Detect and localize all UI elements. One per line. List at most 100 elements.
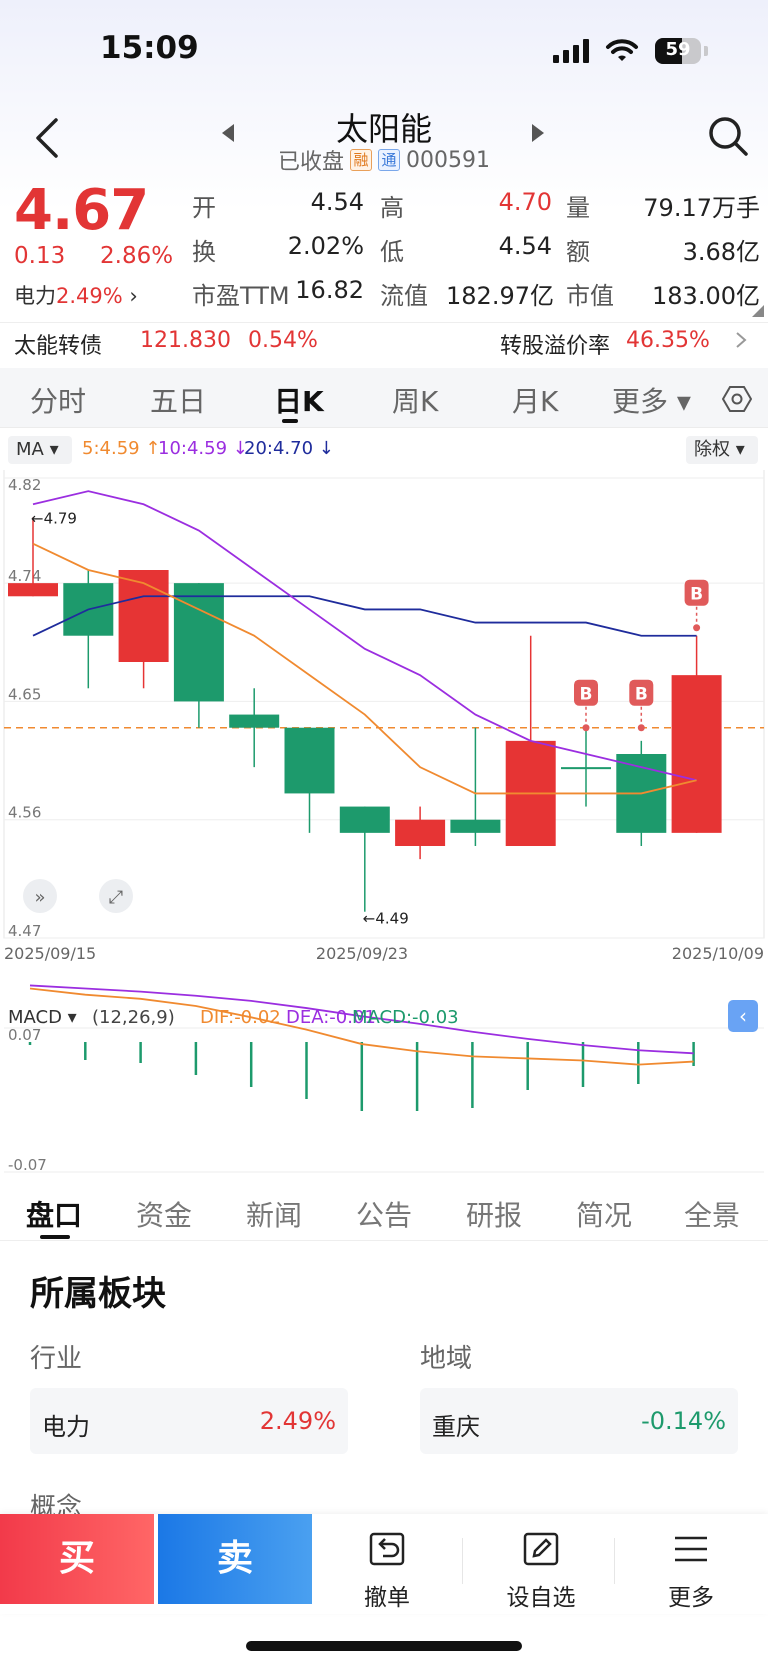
candle-body bbox=[229, 714, 280, 728]
ma5-value: 5:4.59 ↑ bbox=[82, 438, 161, 459]
region-change: -0.14% bbox=[641, 1407, 726, 1435]
x-tick-label: 2025/09/15 bbox=[4, 944, 96, 963]
more-button[interactable]: 更多 bbox=[636, 1530, 746, 1612]
candlestick-chart[interactable]: 4.82 4.74 4.65 4.56 4.47 ←4.79 ←4.49 B B B » ⤢ 2025/… bbox=[0, 470, 768, 1180]
buy-marker-dot bbox=[693, 624, 701, 632]
macd-selector[interactable]: MACD ▾ bbox=[8, 1007, 77, 1028]
volume-value: 79.17万手 bbox=[643, 194, 760, 222]
scroll-end-icon: » bbox=[34, 887, 45, 908]
menu-icon bbox=[675, 1536, 707, 1562]
candle-body bbox=[339, 806, 390, 833]
convertible-bond-row[interactable] bbox=[0, 322, 768, 364]
macd-y-tick: -0.07 bbox=[8, 1156, 47, 1174]
fullscreen-button bbox=[99, 879, 133, 913]
ma20-line bbox=[32, 595, 697, 637]
wifi-icon bbox=[606, 39, 638, 61]
dea-line bbox=[29, 984, 694, 1055]
y-tick-label: 4.82 bbox=[8, 476, 41, 494]
ma10-value: 10:4.59 ↓ bbox=[158, 438, 248, 459]
tab-more[interactable]: 更多 ▾ bbox=[612, 385, 691, 418]
cancel-order-button[interactable]: 撤单 bbox=[332, 1530, 442, 1612]
ma10-line bbox=[32, 490, 697, 782]
y-tick-label: 4.47 bbox=[8, 922, 41, 940]
tab-five-day[interactable]: 五日 bbox=[150, 385, 207, 418]
tab-overview[interactable]: 全景 bbox=[684, 1199, 741, 1232]
buy-marker-label: B bbox=[580, 685, 593, 705]
tab-intraday[interactable]: 分时 bbox=[30, 385, 87, 418]
high-label: 高 bbox=[380, 194, 404, 222]
sell-button[interactable]: 卖 bbox=[158, 1514, 312, 1604]
industry-heading: 行业 bbox=[30, 1344, 83, 1374]
float-cap-label: 流值 bbox=[380, 282, 428, 310]
adjust-selector[interactable]: 除权 ▾ bbox=[686, 436, 758, 464]
prev-stock-icon[interactable] bbox=[222, 124, 234, 142]
period-tabs bbox=[0, 368, 768, 428]
low-label: 低 bbox=[380, 238, 404, 266]
high-value: 4.70 bbox=[498, 188, 552, 216]
low-value: 4.54 bbox=[498, 232, 552, 260]
add-watchlist-label: 设自选 bbox=[506, 1585, 576, 1611]
market-status: 已收盘 bbox=[278, 150, 345, 175]
market-cap-label: 市值 bbox=[566, 282, 614, 310]
tab-monthly-k[interactable]: 月K bbox=[512, 385, 559, 418]
connect-tag: 通 bbox=[378, 149, 401, 171]
fullscreen-icon: ⤢ bbox=[109, 887, 124, 908]
buy-button[interactable]: 买 bbox=[0, 1514, 154, 1604]
tab-profile[interactable]: 简况 bbox=[576, 1199, 633, 1232]
collapse-panel-button[interactable]: ‹ bbox=[728, 1000, 758, 1032]
region-card[interactable] bbox=[420, 1388, 738, 1454]
candle-body bbox=[284, 727, 335, 794]
tab-announcements[interactable]: 公告 bbox=[356, 1199, 413, 1232]
cancel-order-label: 撤单 bbox=[364, 1585, 410, 1611]
chart-settings-icon[interactable] bbox=[722, 384, 752, 414]
tab-weekly-k[interactable]: 周K bbox=[392, 385, 439, 418]
tab-funds[interactable]: 资金 bbox=[136, 1199, 193, 1232]
low-marker: ←4.49 bbox=[363, 910, 409, 928]
turnover-value: 2.02% bbox=[287, 232, 364, 260]
macd-params: (12,26,9) bbox=[92, 1007, 175, 1028]
bond-name: 太能转债 bbox=[14, 334, 103, 359]
candle-body bbox=[395, 819, 446, 846]
last-price: 4.67 bbox=[14, 178, 149, 243]
more-label: 更多 bbox=[668, 1585, 714, 1611]
add-watchlist-button[interactable]: 设自选 bbox=[486, 1530, 596, 1612]
status-icons: 59 bbox=[553, 38, 708, 64]
back-icon[interactable] bbox=[28, 116, 68, 160]
tab-news[interactable]: 新闻 bbox=[246, 1199, 303, 1232]
tab-daily-k[interactable]: 日K bbox=[274, 385, 324, 418]
industry-change: 2.49% bbox=[259, 1407, 336, 1435]
y-tick-label: 4.56 bbox=[8, 804, 41, 822]
section-title: 所属板块 bbox=[30, 1274, 166, 1314]
edit-icon bbox=[523, 1532, 559, 1566]
tab-research[interactable]: 研报 bbox=[466, 1199, 523, 1232]
next-stock-icon[interactable] bbox=[532, 124, 544, 142]
amount-value: 3.68亿 bbox=[682, 238, 760, 266]
tab-order-book[interactable]: 盘口 bbox=[26, 1199, 83, 1232]
region-name: 重庆 bbox=[432, 1413, 480, 1441]
y-tick-label: 4.65 bbox=[8, 685, 41, 703]
market-cap-value: 183.00亿 bbox=[652, 282, 760, 310]
expand-corner-icon[interactable] bbox=[752, 305, 764, 317]
candle-body bbox=[450, 819, 501, 833]
chevron-right-icon[interactable] bbox=[734, 330, 748, 350]
ma20-value: 20:4.70 ↓ bbox=[244, 438, 334, 459]
dea-value: DEA:-0.01 bbox=[286, 1007, 376, 1028]
undo-icon bbox=[369, 1532, 405, 1566]
industry-link[interactable]: 电力2.49% › bbox=[14, 284, 138, 308]
region-heading: 地域 bbox=[420, 1344, 473, 1374]
scroll-end-button bbox=[23, 879, 57, 913]
pe-label: 市盈TTM bbox=[192, 282, 290, 310]
signal-icon bbox=[553, 39, 589, 63]
toolbar-divider bbox=[462, 1538, 463, 1584]
industry-card[interactable] bbox=[30, 1388, 348, 1454]
ma-selector[interactable]: MA ▾ bbox=[8, 436, 72, 464]
toolbar-divider bbox=[614, 1538, 615, 1584]
amount-label: 额 bbox=[566, 238, 590, 266]
home-indicator bbox=[246, 1641, 522, 1651]
turnover-label: 换 bbox=[192, 238, 216, 266]
x-tick-label: 2025/10/09 bbox=[672, 944, 764, 963]
stock-code: 000591 bbox=[406, 147, 490, 173]
margin-tag: 融 bbox=[350, 149, 373, 171]
search-icon[interactable] bbox=[706, 114, 750, 158]
candle-body bbox=[173, 583, 224, 702]
